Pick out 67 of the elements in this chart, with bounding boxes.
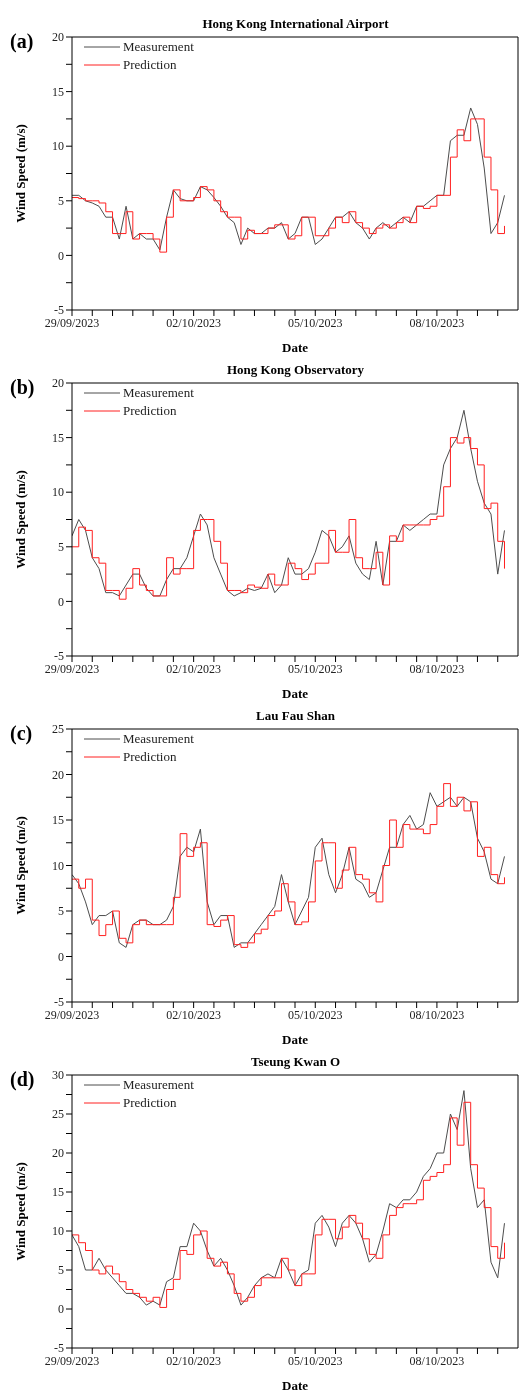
x-tick-label: 05/10/2023 xyxy=(287,1007,343,1022)
y-tick-label: 25 xyxy=(52,722,64,737)
text: (c) xyxy=(10,722,33,745)
chart-title: Hong Kong International Airport xyxy=(201,16,390,32)
y-tick-label: 15 xyxy=(52,84,64,99)
y-axis-title: Wind Speed (m/s) xyxy=(12,470,28,569)
y-axis-title: Wind Speed (m/s) xyxy=(12,124,28,223)
chart-title: Hong Kong Observatory xyxy=(225,362,366,378)
x-tick-label: 08/10/2023 xyxy=(409,1353,465,1368)
y-tick-label: 0 xyxy=(58,594,64,609)
x-tick-label: 02/10/2023 xyxy=(166,1007,221,1022)
y-tick-label: 0 xyxy=(58,1302,64,1317)
x-tick-label: 29/09/2023 xyxy=(44,661,100,676)
x-tick-label: 08/10/2023 xyxy=(409,1007,465,1022)
text: (b) xyxy=(10,376,35,399)
chart-title: Lau Fau Shan xyxy=(255,708,336,724)
y-tick-label: 10 xyxy=(52,139,64,154)
legend-label: Measurement xyxy=(123,730,194,748)
x-axis-title: Date xyxy=(282,686,309,701)
y-tick-label: -5 xyxy=(54,995,64,1010)
x-tick-label: 05/10/2023 xyxy=(287,315,343,330)
x-axis-title: Date xyxy=(282,340,309,355)
x-tick-label: 29/09/2023 xyxy=(44,1353,100,1368)
y-tick-label: 10 xyxy=(52,1224,64,1239)
y-tick-label: 20 xyxy=(52,30,64,45)
legend-label: Prediction xyxy=(123,748,177,766)
x-tick-label: 29/09/2023 xyxy=(44,315,100,330)
y-tick-label: 5 xyxy=(58,904,64,919)
x-tick-label: 08/10/2023 xyxy=(409,315,465,330)
x-tick-label: 02/10/2023 xyxy=(166,1353,221,1368)
legend-label: Prediction xyxy=(123,56,177,74)
x-axis-title: Date xyxy=(282,1032,309,1047)
y-tick-label: 30 xyxy=(52,1068,64,1083)
x-tick-label: 08/10/2023 xyxy=(409,661,465,676)
y-tick-label: -5 xyxy=(54,303,64,318)
x-tick-label: 02/10/2023 xyxy=(166,661,221,676)
y-tick-label: 5 xyxy=(58,1263,64,1278)
y-tick-label: 20 xyxy=(52,1146,64,1161)
legend-label: Prediction xyxy=(123,402,177,420)
x-tick-label: 29/09/2023 xyxy=(44,1007,100,1022)
y-tick-label: 25 xyxy=(52,1107,64,1122)
legend-label: Measurement xyxy=(123,384,194,402)
legend-label: Measurement xyxy=(123,1076,194,1094)
y-tick-label: 5 xyxy=(58,194,64,209)
x-tick-label: 05/10/2023 xyxy=(287,1353,343,1368)
x-tick-label: 02/10/2023 xyxy=(166,315,221,330)
y-axis-title: Wind Speed (m/s) xyxy=(12,816,28,915)
y-axis-title: Wind Speed (m/s) xyxy=(12,1162,28,1261)
y-tick-label: 15 xyxy=(52,813,64,828)
chart-title: Tseung Kwan O xyxy=(249,1054,342,1070)
y-tick-label: 10 xyxy=(52,485,64,500)
y-tick-label: 0 xyxy=(58,949,64,964)
x-tick-label: 05/10/2023 xyxy=(287,661,343,676)
y-tick-label: -5 xyxy=(54,649,64,664)
y-tick-label: -5 xyxy=(54,1341,64,1356)
y-tick-label: 20 xyxy=(52,767,64,782)
y-tick-label: 15 xyxy=(52,430,64,445)
text: (a) xyxy=(10,30,34,53)
y-tick-label: 20 xyxy=(52,376,64,391)
y-tick-label: 15 xyxy=(52,1185,64,1200)
text: (d) xyxy=(10,1068,35,1091)
legend-label: Prediction xyxy=(123,1094,177,1112)
y-tick-label: 5 xyxy=(58,540,64,555)
legend-label: Measurement xyxy=(123,38,194,56)
y-tick-label: 0 xyxy=(58,248,64,263)
y-tick-label: 10 xyxy=(52,858,64,873)
x-axis-title: Date xyxy=(282,1378,309,1393)
